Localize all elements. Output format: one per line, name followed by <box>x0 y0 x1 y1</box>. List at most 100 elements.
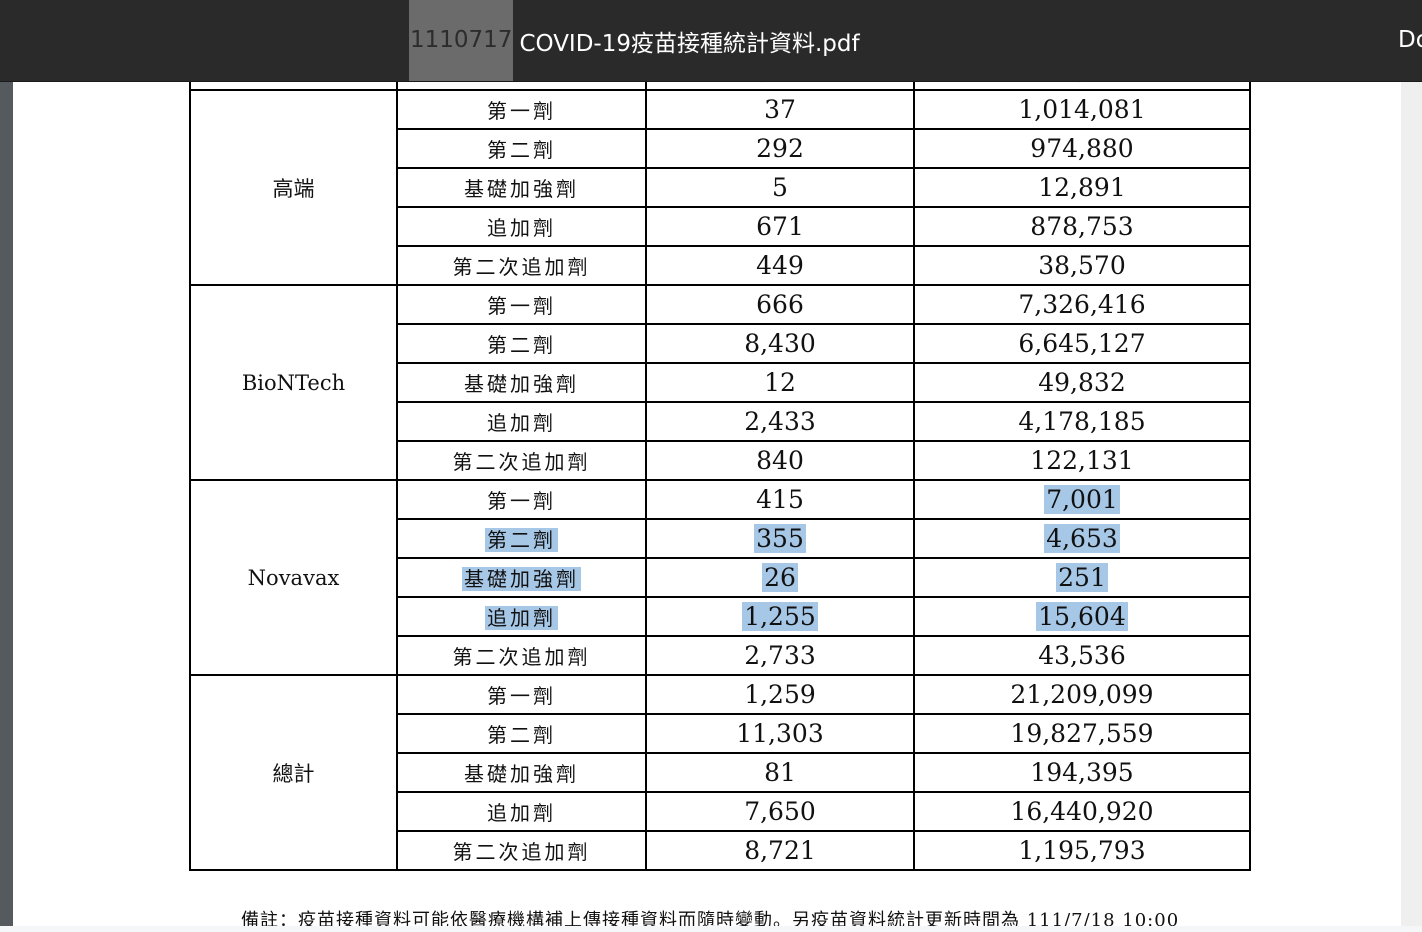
selected-text[interactable]: 15,604 <box>1036 602 1128 631</box>
value1-cell: 355 <box>645 518 915 559</box>
table-row: 第二劑 8,430 6,645,127 <box>190 323 1251 364</box>
value1-cell: 415 <box>645 479 915 520</box>
dose-cell: 追加劑 <box>396 206 647 247</box>
selected-text[interactable]: 7,001 <box>1044 485 1120 514</box>
selected-text[interactable]: 4,653 <box>1044 524 1120 553</box>
table-row: 高端 第一劑 37 1,014,081 <box>189 89 1251 286</box>
table-row: 總計 第一劑 1,259 21,209,099 <box>189 674 1251 871</box>
value2-cell: 974,880 <box>913 128 1251 169</box>
value2-cell: 251 <box>913 557 1251 598</box>
dose-cell: 第二劑 <box>396 323 647 364</box>
dose-cell: 第二次追加劑 <box>396 245 647 286</box>
dose-cell: 第二次追加劑 <box>396 830 647 871</box>
value1-cell: 12 <box>645 362 915 403</box>
dose-cell: 追加劑 <box>396 791 647 832</box>
document-title: 1110717 COVID-19疫苗接種統計資料.pdf <box>409 0 860 81</box>
value2-cell: 21,209,099 <box>913 674 1251 715</box>
brand-cell: Novavax <box>189 479 398 676</box>
value1-cell: 26 <box>645 557 915 598</box>
dose-cell: 基礎加強劑 <box>396 167 647 208</box>
viewer-scroll-area[interactable] <box>1401 81 1422 932</box>
value1-cell: 7,650 <box>645 791 915 832</box>
value2-cell: 6,645,127 <box>913 323 1251 364</box>
value2-cell: 4,178,185 <box>913 401 1251 442</box>
toolbar-right-text[interactable]: Do <box>1398 27 1422 53</box>
dose-cell: 基礎加強劑 <box>396 557 647 598</box>
document-title-text: COVID-19疫苗接種統計資料.pdf <box>519 30 860 57</box>
vaccination-stats-table: 第二次追加劑 4,099 998,500 高端 第一劑 37 1,014,081… <box>189 60 1251 871</box>
viewer-bottom-edge <box>0 926 1422 932</box>
value2-cell: 194,395 <box>913 752 1251 793</box>
selected-text[interactable]: 第二劑 <box>485 528 558 552</box>
dose-cell: 第二劑 <box>396 713 647 754</box>
footnote: 備註：疫苗接種資料可能依醫療機構補上傳接種資料而隨時變動。另疫苗資料統計更新時間… <box>241 910 1180 931</box>
dose-cell: 第一劑 <box>396 479 647 520</box>
table-row: 追加劑 671 878,753 <box>190 206 1251 247</box>
value2-cell: 16,440,920 <box>913 791 1251 832</box>
pdf-page: 第二次追加劑 4,099 998,500 高端 第一劑 37 1,014,081… <box>13 60 1401 932</box>
value1-cell: 37 <box>645 89 915 130</box>
value1-cell: 11,303 <box>645 713 915 754</box>
value1-cell: 292 <box>645 128 915 169</box>
value2-cell: 12,891 <box>913 167 1251 208</box>
table-row: 第二次追加劑 2,733 43,536 <box>190 635 1251 676</box>
dose-cell: 追加劑 <box>396 596 647 637</box>
value1-cell: 1,255 <box>645 596 915 637</box>
dose-cell: 第二次追加劑 <box>396 440 647 481</box>
selected-text[interactable]: 1,255 <box>742 602 818 631</box>
value1-cell: 1,259 <box>645 674 915 715</box>
value2-cell: 7,001 <box>913 479 1251 520</box>
value1-cell: 2,433 <box>645 401 915 442</box>
table-row: Novavax 第一劑 415 7,001 <box>189 479 1251 676</box>
value2-cell: 7,326,416 <box>913 284 1251 325</box>
value2-cell: 19,827,559 <box>913 713 1251 754</box>
dose-cell: 第一劑 <box>396 89 647 130</box>
value2-cell: 49,832 <box>913 362 1251 403</box>
dose-cell: 基礎加強劑 <box>396 752 647 793</box>
selected-title-prefix[interactable]: 1110717 <box>409 0 514 81</box>
brand-cell: 高端 <box>189 89 398 286</box>
dose-cell: 第一劑 <box>396 284 647 325</box>
table-row: 第二次追加劑 8,721 1,195,793 <box>190 830 1251 871</box>
value2-cell: 38,570 <box>913 245 1251 286</box>
value2-cell: 122,131 <box>913 440 1251 481</box>
value2-cell: 15,604 <box>913 596 1251 637</box>
value2-cell: 1,195,793 <box>913 830 1251 871</box>
selected-text[interactable]: 追加劑 <box>485 606 558 630</box>
value2-cell: 4,653 <box>913 518 1251 559</box>
value1-cell: 2,733 <box>645 635 915 676</box>
table-row: 基礎加強劑 81 194,395 <box>190 752 1251 793</box>
value1-cell: 840 <box>645 440 915 481</box>
brand-cell: 總計 <box>189 674 398 871</box>
dose-cell: 第二次追加劑 <box>396 635 647 676</box>
table-row: 基礎加強劑 26 251 <box>190 557 1251 598</box>
value1-cell: 671 <box>645 206 915 247</box>
dose-cell: 基礎加強劑 <box>396 362 647 403</box>
dose-cell: 第一劑 <box>396 674 647 715</box>
table-row: 追加劑 2,433 4,178,185 <box>190 401 1251 442</box>
dose-cell: 追加劑 <box>396 401 647 442</box>
table-row: 第二劑 11,303 19,827,559 <box>190 713 1251 754</box>
value1-cell: 5 <box>645 167 915 208</box>
table-row: 基礎加強劑 12 49,832 <box>190 362 1251 403</box>
selected-text[interactable]: 355 <box>754 524 806 553</box>
value2-cell: 43,536 <box>913 635 1251 676</box>
value2-cell: 878,753 <box>913 206 1251 247</box>
selected-text[interactable]: 251 <box>1056 563 1108 592</box>
table-row: 第二次追加劑 840 122,131 <box>190 440 1251 481</box>
selected-text[interactable]: 基礎加強劑 <box>462 567 581 591</box>
dose-cell: 第二劑 <box>396 518 647 559</box>
dose-cell: 第二劑 <box>396 128 647 169</box>
table-row: 第二次追加劑 449 38,570 <box>190 245 1251 286</box>
value1-cell: 449 <box>645 245 915 286</box>
table-row: 第二劑 355 4,653 <box>190 518 1251 559</box>
table-row: 第二劑 292 974,880 <box>190 128 1251 169</box>
value1-cell: 666 <box>645 284 915 325</box>
table-row: BioNTech 第一劑 666 7,326,416 <box>189 284 1251 481</box>
value1-cell: 81 <box>645 752 915 793</box>
value2-cell: 1,014,081 <box>913 89 1251 130</box>
selected-text[interactable]: 26 <box>762 563 798 592</box>
value1-cell: 8,721 <box>645 830 915 871</box>
pdf-viewer-toolbar: 1110717 COVID-19疫苗接種統計資料.pdf Do <box>0 0 1422 82</box>
table-row: 追加劑 7,650 16,440,920 <box>190 791 1251 832</box>
